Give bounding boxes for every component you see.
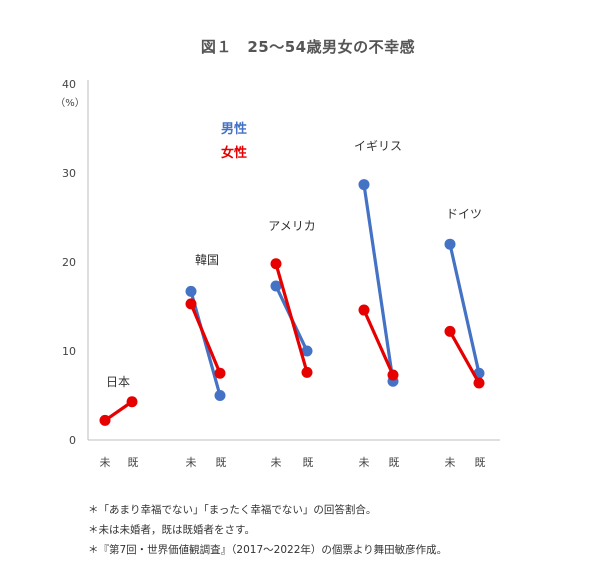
group-5-female-point-unmarried <box>444 325 456 337</box>
group-5-xlabel-married: 既 <box>475 456 486 469</box>
footnote-2: ＊未は未婚者，既は既婚者をさす。 <box>88 524 255 536</box>
y-tick-label-20: 20 <box>62 256 76 269</box>
group-2-female-point-unmarried <box>185 298 197 310</box>
group-4-xlabel-unmarried: 未 <box>359 456 370 469</box>
y-unit-label: （%） <box>55 97 85 109</box>
group-3-female-point-married <box>301 366 313 378</box>
group-5-label: ドイツ <box>446 207 482 221</box>
group-4-female-point-married <box>387 369 399 381</box>
legend-male: 男性 <box>221 121 247 137</box>
group-2-female-point-married <box>214 367 226 379</box>
group-3-label: アメリカ <box>268 219 315 233</box>
group-2-male-line <box>189 289 222 398</box>
group-1-label: 日本 <box>106 375 130 389</box>
group-4-male-line <box>362 182 395 383</box>
group-1-female-point-unmarried <box>99 414 111 426</box>
group-5-xlabel-unmarried: 未 <box>445 456 456 469</box>
group-3-male-point-married <box>301 345 313 357</box>
footnotes: ＊「あまり幸福でない」「まったく幸福でない」の回答割合。 ＊未は未婚者，既は既婚… <box>88 500 447 560</box>
group-3-male-point-unmarried <box>270 280 282 292</box>
group-5-male-point-unmarried <box>444 238 456 250</box>
y-tick-label-10: 10 <box>62 345 76 358</box>
group-4-label: イギリス <box>354 139 402 153</box>
footnote-3: ＊『第7回・世界価値観調査』（2017～2022年）の個票より舞田敏彦作成。 <box>88 544 448 556</box>
group-2-xlabel-married: 既 <box>216 456 227 469</box>
y-tick-label-40: 40 <box>62 78 76 91</box>
footnote-1: ＊「あまり幸福でない」「まったく幸福でない」の回答割合。 <box>88 504 377 516</box>
group-4-male-point-unmarried <box>358 179 370 191</box>
group-2-male-point-married <box>214 390 226 401</box>
group-1-xlabel-married: 既 <box>128 456 139 469</box>
group-1-female-point-married <box>126 396 138 408</box>
group-2-female-line <box>189 302 222 375</box>
y-tick-label-0: 0 <box>69 434 76 447</box>
group-3-xlabel-married: 既 <box>303 456 314 469</box>
group-4-xlabel-married: 既 <box>389 456 400 469</box>
group-1-xlabel-unmarried: 未 <box>100 456 111 469</box>
group-5-female-line <box>448 329 481 385</box>
group-2-xlabel-unmarried: 未 <box>186 456 197 469</box>
group-3-xlabel-unmarried: 未 <box>271 456 282 469</box>
group-3-female-line <box>274 262 309 374</box>
group-4-female-point-unmarried <box>358 304 370 316</box>
group-5-female-point-married <box>473 377 485 389</box>
y-tick-label-30: 30 <box>62 167 76 180</box>
group-5-male-line <box>448 242 481 375</box>
group-4-female-line <box>362 308 395 377</box>
group-3-female-point-unmarried <box>270 258 282 270</box>
legend-female: 女性 <box>221 145 247 161</box>
chart-title: 図１ 25～54歳男女の不幸感 <box>200 38 416 56</box>
group-2-label: 韓国 <box>195 253 219 267</box>
group-2-male-point-unmarried <box>185 285 197 297</box>
